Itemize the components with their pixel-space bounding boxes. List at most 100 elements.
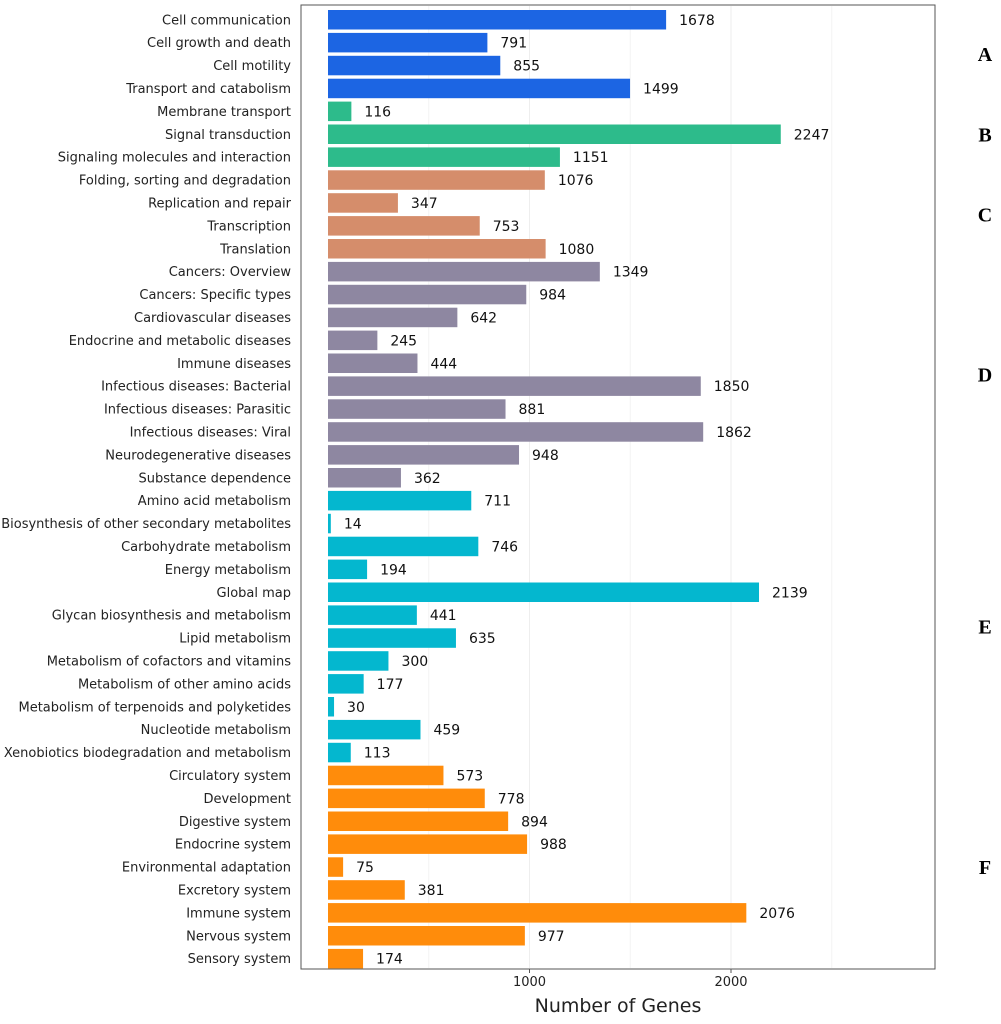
category-label: Transcription bbox=[206, 219, 291, 234]
bars bbox=[328, 10, 781, 969]
value-label: 711 bbox=[484, 494, 511, 510]
group-label: B bbox=[978, 124, 991, 146]
value-label: 746 bbox=[491, 539, 518, 555]
category-label: Cardiovascular diseases bbox=[134, 311, 291, 326]
category-label: Signaling molecules and interaction bbox=[58, 151, 291, 166]
bar bbox=[328, 353, 418, 373]
bar bbox=[328, 788, 485, 809]
category-label: Environmental adaptation bbox=[122, 861, 291, 876]
value-label: 1499 bbox=[643, 81, 679, 97]
bar bbox=[328, 10, 667, 30]
value-label: 573 bbox=[456, 768, 483, 784]
category-label: Cancers: Overview bbox=[169, 265, 292, 280]
category-label: Cancers: Specific types bbox=[139, 288, 291, 303]
group-labels: A B C D E F bbox=[978, 44, 993, 879]
value-label: 984 bbox=[539, 288, 566, 304]
value-label: 75 bbox=[356, 860, 374, 876]
category-label: Substance dependence bbox=[139, 471, 291, 486]
value-label: 753 bbox=[493, 219, 520, 235]
group-label: A bbox=[978, 44, 993, 66]
value-label: 1349 bbox=[613, 265, 649, 281]
bar bbox=[328, 880, 405, 900]
value-label: 2139 bbox=[772, 585, 808, 601]
value-label: 2247 bbox=[794, 127, 830, 143]
bar bbox=[328, 261, 600, 282]
group-label: F bbox=[979, 857, 991, 879]
bar bbox=[328, 78, 631, 99]
value-label: 791 bbox=[500, 36, 527, 52]
group-label: C bbox=[978, 204, 992, 226]
bar bbox=[328, 101, 352, 122]
bar bbox=[328, 605, 417, 625]
bar bbox=[328, 742, 351, 763]
value-label: 444 bbox=[430, 356, 457, 372]
category-label: Digestive system bbox=[179, 815, 291, 830]
value-label: 30 bbox=[347, 700, 365, 716]
category-label: Replication and repair bbox=[148, 196, 292, 211]
bar bbox=[328, 216, 480, 236]
value-label: 1076 bbox=[558, 173, 594, 189]
value-label: 459 bbox=[433, 723, 460, 739]
category-label: Metabolism of terpenoids and polyketides bbox=[19, 700, 292, 715]
value-label: 2076 bbox=[759, 906, 795, 922]
category-label: Cell communication bbox=[162, 13, 291, 28]
value-label: 1678 bbox=[679, 13, 715, 29]
category-label: Transport and catabolism bbox=[125, 82, 291, 97]
bar bbox=[328, 719, 421, 740]
value-label: 1151 bbox=[573, 150, 609, 166]
category-label: Metabolism of cofactors and vitamins bbox=[47, 654, 292, 669]
bar bbox=[328, 834, 528, 854]
category-label: Immune diseases bbox=[177, 357, 291, 372]
bar bbox=[328, 697, 335, 717]
value-label: 1080 bbox=[559, 242, 595, 258]
value-label: 881 bbox=[519, 402, 546, 418]
value-label: 894 bbox=[521, 814, 548, 830]
category-label: Immune system bbox=[186, 906, 291, 921]
value-label: 300 bbox=[401, 654, 428, 670]
bar bbox=[328, 422, 704, 442]
bar bbox=[328, 811, 509, 831]
value-label: 778 bbox=[498, 791, 525, 807]
category-label: Cell motility bbox=[213, 59, 291, 74]
value-label: 347 bbox=[411, 196, 438, 212]
bar bbox=[328, 536, 479, 557]
bar bbox=[328, 284, 527, 305]
value-label: 194 bbox=[380, 562, 407, 578]
value-label: 642 bbox=[470, 310, 497, 326]
x-axis-title: Number of Genes bbox=[535, 995, 702, 1017]
bar bbox=[328, 765, 444, 786]
category-label: Glycan biosynthesis and metabolism bbox=[52, 609, 291, 624]
value-label: 988 bbox=[540, 837, 567, 853]
category-label: Xenobiotics biodegradation and metabolis… bbox=[4, 746, 291, 761]
category-labels: Cell communication Cell growth and death C… bbox=[1, 13, 291, 967]
value-labels: 1678 791 855 1499 116 2247 1151 1076 347 753 1080 1… bbox=[344, 13, 830, 968]
bar bbox=[328, 170, 545, 190]
category-label: Metabolism of other amino acids bbox=[78, 677, 291, 692]
category-label: Infectious diseases: Bacterial bbox=[101, 380, 291, 395]
bar bbox=[328, 55, 501, 76]
value-label: 245 bbox=[390, 333, 417, 349]
value-label: 948 bbox=[532, 448, 559, 464]
bar bbox=[328, 147, 560, 167]
value-label: 113 bbox=[364, 746, 391, 762]
category-label: Membrane transport bbox=[157, 105, 291, 120]
category-label: Endocrine system bbox=[175, 838, 291, 853]
bar bbox=[328, 857, 344, 877]
value-label: 855 bbox=[513, 59, 540, 75]
category-label: Circulatory system bbox=[169, 769, 291, 784]
bar bbox=[328, 651, 389, 671]
bar bbox=[328, 628, 456, 648]
category-label: Signal transduction bbox=[165, 128, 291, 143]
value-label: 381 bbox=[418, 883, 445, 899]
bar bbox=[328, 490, 472, 511]
category-label: Nucleotide metabolism bbox=[141, 723, 291, 738]
value-label: 116 bbox=[364, 104, 391, 120]
category-label: Sensory system bbox=[188, 952, 291, 967]
bar bbox=[328, 582, 760, 602]
x-tick-label: 1000 bbox=[513, 975, 546, 990]
bar bbox=[328, 193, 398, 213]
category-label: Translation bbox=[219, 242, 291, 257]
category-label: Biosynthesis of other secondary metaboli… bbox=[1, 517, 291, 532]
bar bbox=[328, 399, 506, 419]
bar bbox=[328, 376, 701, 396]
